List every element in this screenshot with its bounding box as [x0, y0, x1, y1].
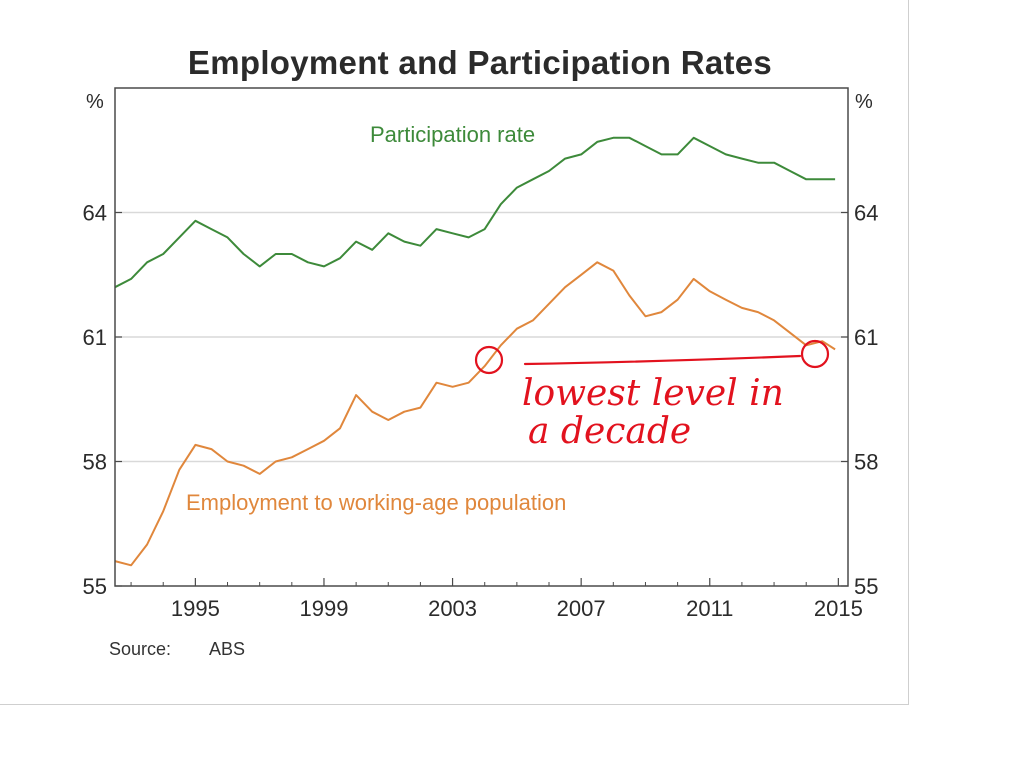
- y-unit-right: %: [855, 91, 873, 113]
- y-tick-label-left: 58: [83, 450, 107, 475]
- y-tick-label-right: 64: [854, 201, 878, 226]
- annotation-circle-start: [474, 345, 504, 375]
- x-tick-label: 2003: [428, 596, 477, 621]
- x-tick-label: 1999: [299, 596, 348, 621]
- annotation-underline: [523, 354, 802, 366]
- series-line-0: [114, 136, 836, 289]
- source-value: ABS: [209, 639, 245, 659]
- handwritten-annotation: lowest level in a decade: [474, 339, 830, 452]
- chart-canvas: 55 55 58 58 61 61 64 64 1995 1999 2003 2007 2011 2015…: [83, 87, 879, 659]
- y-tick-label-left: 55: [83, 574, 107, 599]
- x-tick-label: 2015: [814, 596, 863, 621]
- x-tick-label: 2011: [686, 596, 733, 621]
- series-label-employment: Employment to working-age population: [186, 490, 566, 515]
- source-label: Source:: [109, 639, 171, 659]
- series-layer: [114, 136, 836, 567]
- y-tick-label-left: 61: [83, 325, 107, 350]
- series-line-1: [114, 261, 836, 567]
- y-tick-label-right: 55: [854, 574, 878, 599]
- grid-layer: [115, 211, 848, 463]
- x-tick-label: 2007: [557, 596, 606, 621]
- y-tick-label-left: 64: [83, 201, 107, 226]
- y-tick-label-right: 61: [854, 325, 878, 350]
- y-tick-label-right: 58: [854, 450, 878, 475]
- series-label-participation: Participation rate: [370, 122, 535, 147]
- x-tick-label: 1995: [171, 596, 220, 621]
- annotation-circle-end: [800, 339, 830, 369]
- annotation-line-1: lowest level in: [522, 373, 784, 414]
- annotation-line-2: a decade: [528, 411, 691, 452]
- chart-title: Employment and Participation Rates: [187, 44, 773, 81]
- chart-figure: Employment and Participation Rates 55 55 5…: [0, 0, 909, 705]
- tick-layer: 55 55 58 58 61 61 64 64 1995 1999 2003 2007 2011 2015: [83, 201, 879, 622]
- y-unit-left: %: [86, 91, 104, 113]
